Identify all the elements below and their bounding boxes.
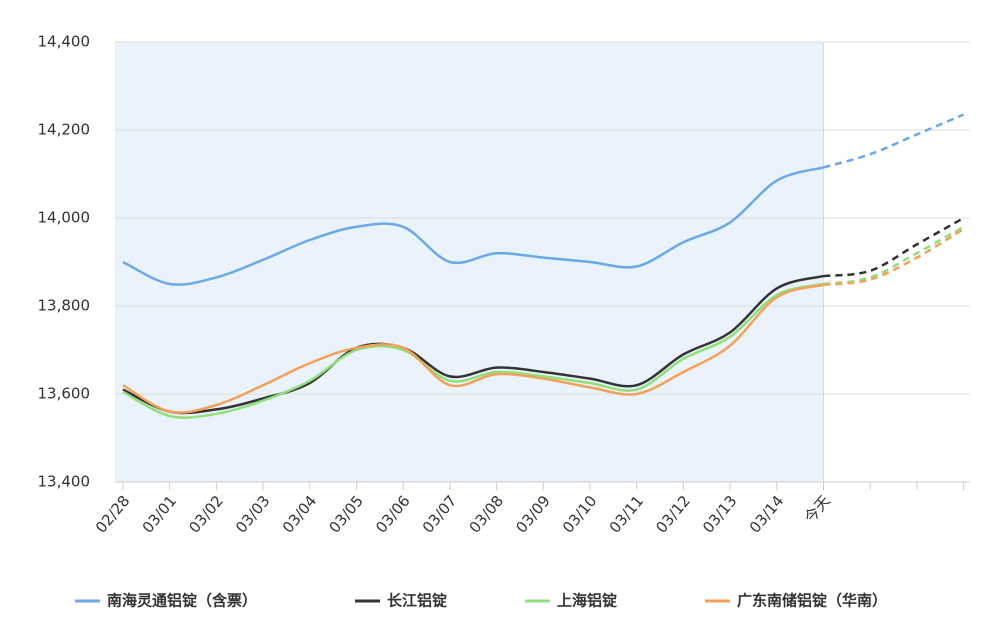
legend-label: 上海铝锭 xyxy=(557,592,617,610)
series-line xyxy=(823,227,965,287)
legend-label: 南海灵通铝锭（含票） xyxy=(107,592,257,610)
x-tick-label: 03/09 xyxy=(512,492,554,537)
legend-label: 广东南储铝锭（华南） xyxy=(737,592,887,610)
x-tick-label: 03/14 xyxy=(746,492,788,537)
series-line xyxy=(122,282,824,419)
series-line xyxy=(823,225,965,286)
x-tick-label: 02/28 xyxy=(92,492,134,537)
series-line xyxy=(122,283,824,414)
x-tick-label: 03/07 xyxy=(419,492,461,537)
x-tick-label: 今天 xyxy=(801,492,834,527)
x-tick-label: 03/01 xyxy=(139,492,181,537)
y-tick-label: 14,400 xyxy=(38,33,91,51)
x-tick-label: 03/02 xyxy=(185,492,227,537)
x-tick-label: 03/12 xyxy=(652,492,694,537)
y-tick-label: 14,000 xyxy=(38,209,91,227)
series-line xyxy=(122,166,824,286)
x-tick-label: 03/03 xyxy=(232,492,274,537)
x-tick-label: 03/05 xyxy=(325,492,367,537)
x-tick-label: 03/13 xyxy=(699,492,741,537)
x-tick-label: 03/10 xyxy=(559,492,601,537)
series-line xyxy=(823,216,965,278)
legend-label: 长江铝锭 xyxy=(387,592,447,610)
y-tick-label: 13,800 xyxy=(38,297,91,315)
series-line xyxy=(823,113,965,169)
series-line xyxy=(122,274,824,415)
x-tick-label: 03/08 xyxy=(466,492,508,537)
x-tick-label: 03/11 xyxy=(606,492,648,537)
x-tick-label: 03/06 xyxy=(372,492,414,537)
y-tick-label: 13,600 xyxy=(38,385,91,403)
y-tick-label: 14,200 xyxy=(38,121,91,139)
y-tick-label: 13,400 xyxy=(38,473,91,491)
x-tick-label: 03/04 xyxy=(279,492,321,537)
